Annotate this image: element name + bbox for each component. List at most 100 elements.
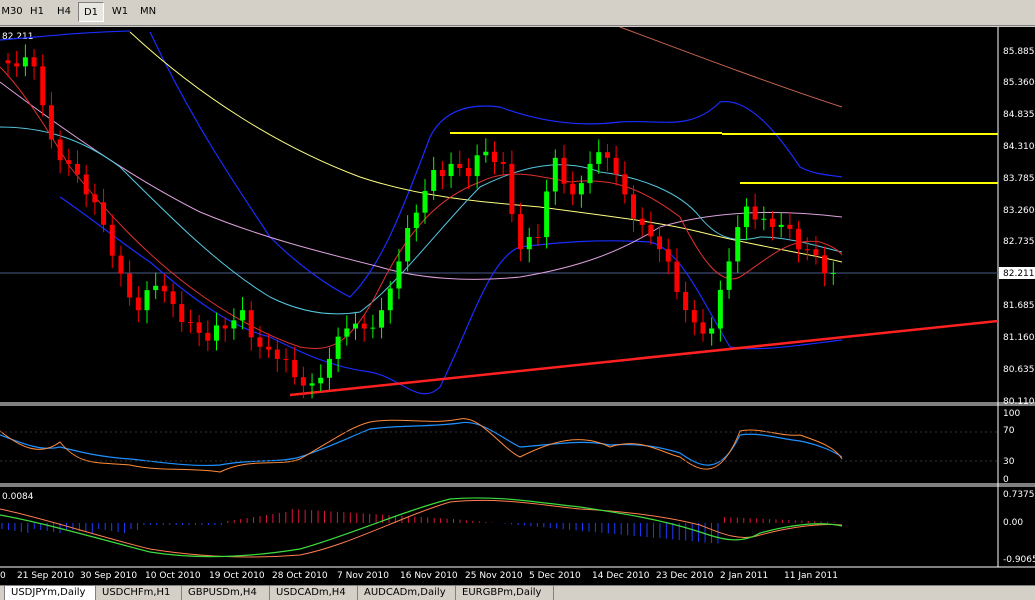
price-tick: 81.160 [1003,333,1035,343]
macd-axis: 0.0084 0.7375 0.00 -0.9065 [2,490,1035,565]
candle-body [335,336,341,359]
candle-body [118,255,124,274]
price-tick: 83.260 [1003,206,1035,216]
chart-window[interactable]: 85.885 85.360 84.835 84.310 83.785 83.26… [0,26,1035,585]
current-price-label: 82.211 [1003,269,1035,279]
candle-body [248,310,254,338]
candle-body [353,323,358,329]
candle-body [743,206,749,228]
support-trendline[interactable] [289,319,999,397]
candle-body [101,202,107,225]
candle-body [787,224,793,229]
candle-body [22,57,28,67]
candle-body [796,228,802,250]
candle-body [474,155,480,177]
candle-body [804,249,810,251]
rsi-blue-line [0,421,843,467]
timeframe-mn-button[interactable]: MN [139,6,157,17]
candle-body [770,218,775,227]
candle-body [396,261,402,289]
candle-body [179,304,185,323]
candle-body [135,297,141,311]
price-axis: 85.885 85.360 84.835 84.310 83.785 83.26… [1003,47,1035,407]
chart-tabs: USDJPYm,Daily USDCHFm,H1 GBPUSDm,H4 USDC… [0,585,1035,600]
macd-tick: -0.9065 [1003,555,1035,565]
candle-body [14,63,20,67]
candle-body [830,273,836,274]
candle-body [31,57,37,67]
candle-body [700,322,706,334]
candle-body [413,212,419,229]
candle-body [735,227,741,262]
tab-usdchfm-h1[interactable]: USDCHFm,H1 [96,586,182,600]
timeframe-d1-button[interactable]: D1 [78,2,104,22]
bollinger-upper-left [0,30,131,41]
candle-body [422,190,428,213]
candle-body [717,289,723,329]
timeframe-m30-button[interactable]: M30 [1,6,23,17]
tab-audcadm-daily[interactable]: AUDCADm,Daily [358,586,456,600]
date-tick: 10 Oct 2010 [145,571,201,581]
ma-red [0,66,843,349]
macd-main-line [0,497,843,558]
candle-body [361,323,367,329]
date-tick: 30 Sep 2010 [80,571,137,581]
date-tick: 14 Dec 2010 [592,571,650,581]
price-tick: 80.110 [1003,397,1035,407]
price-tick: 81.685 [1003,301,1035,311]
date-tick: 11 Jan 2011 [784,571,838,581]
candle-body [127,273,133,298]
candlesticks [5,44,836,399]
candle-body [196,322,202,333]
ma-cyan [0,126,843,315]
candle-body [292,360,298,378]
rsi-tick: 100 [1003,409,1020,419]
timeframe-w1-button[interactable]: W1 [111,6,129,17]
date-tick: 5 Dec 2010 [529,571,581,581]
price-tick: 84.310 [1003,142,1035,152]
current-price-box [999,267,1035,279]
price-tick: 83.785 [1003,174,1035,184]
candle-body [578,183,584,195]
candle-body [405,228,411,262]
date-axis: 0 21 Sep 2010 30 Sep 2010 10 Oct 2010 19… [0,571,838,581]
timeframe-h4-button[interactable]: H4 [57,6,71,17]
candle-body [431,169,437,191]
candle-body [448,163,454,177]
date-tick: 0 [0,571,6,581]
candle-body [274,349,280,359]
tab-usdcadm-h4[interactable]: USDCADm,H4 [270,586,358,600]
candle-body [109,224,115,256]
candle-body [240,310,246,321]
candle-body [674,261,680,292]
timeframe-h1-button[interactable]: H1 [30,6,44,17]
tab-usdjpym-daily[interactable]: USDJPYm,Daily [4,586,96,600]
candle-body [214,325,219,341]
candle-body [613,157,619,175]
rsi-axis: 100 70 30 0 [1003,409,1020,485]
candle-body [665,249,671,262]
price-tick: 82.735 [1003,237,1035,247]
rsi-tick: 30 [1003,457,1015,467]
rsi-tick: 0 [1003,475,1009,485]
candle-body [570,183,576,195]
candle-body [144,290,150,311]
price-chart-svg[interactable]: 85.885 85.360 84.835 84.310 83.785 83.26… [0,26,1035,585]
candle-body [439,169,445,177]
candle-body [709,328,715,334]
candle-body [170,291,176,305]
candle-body [222,325,228,329]
date-tick: 2 Jan 2011 [720,571,768,581]
candle-body [587,163,593,184]
tab-gbpusdm-h4[interactable]: GBPUSDm,H4 [182,586,270,600]
candle-body [631,194,636,219]
date-tick: 23 Dec 2010 [656,571,714,581]
candle-body [778,224,784,227]
candle-body [161,285,167,292]
candle-body [726,261,732,290]
price-tick: 85.360 [1003,78,1035,88]
macd-label: 0.0084 [2,492,34,502]
candle-body [92,194,98,203]
candle-body [526,237,532,250]
tab-eurgbpm-daily[interactable]: EURGBPm,Daily [456,586,554,600]
